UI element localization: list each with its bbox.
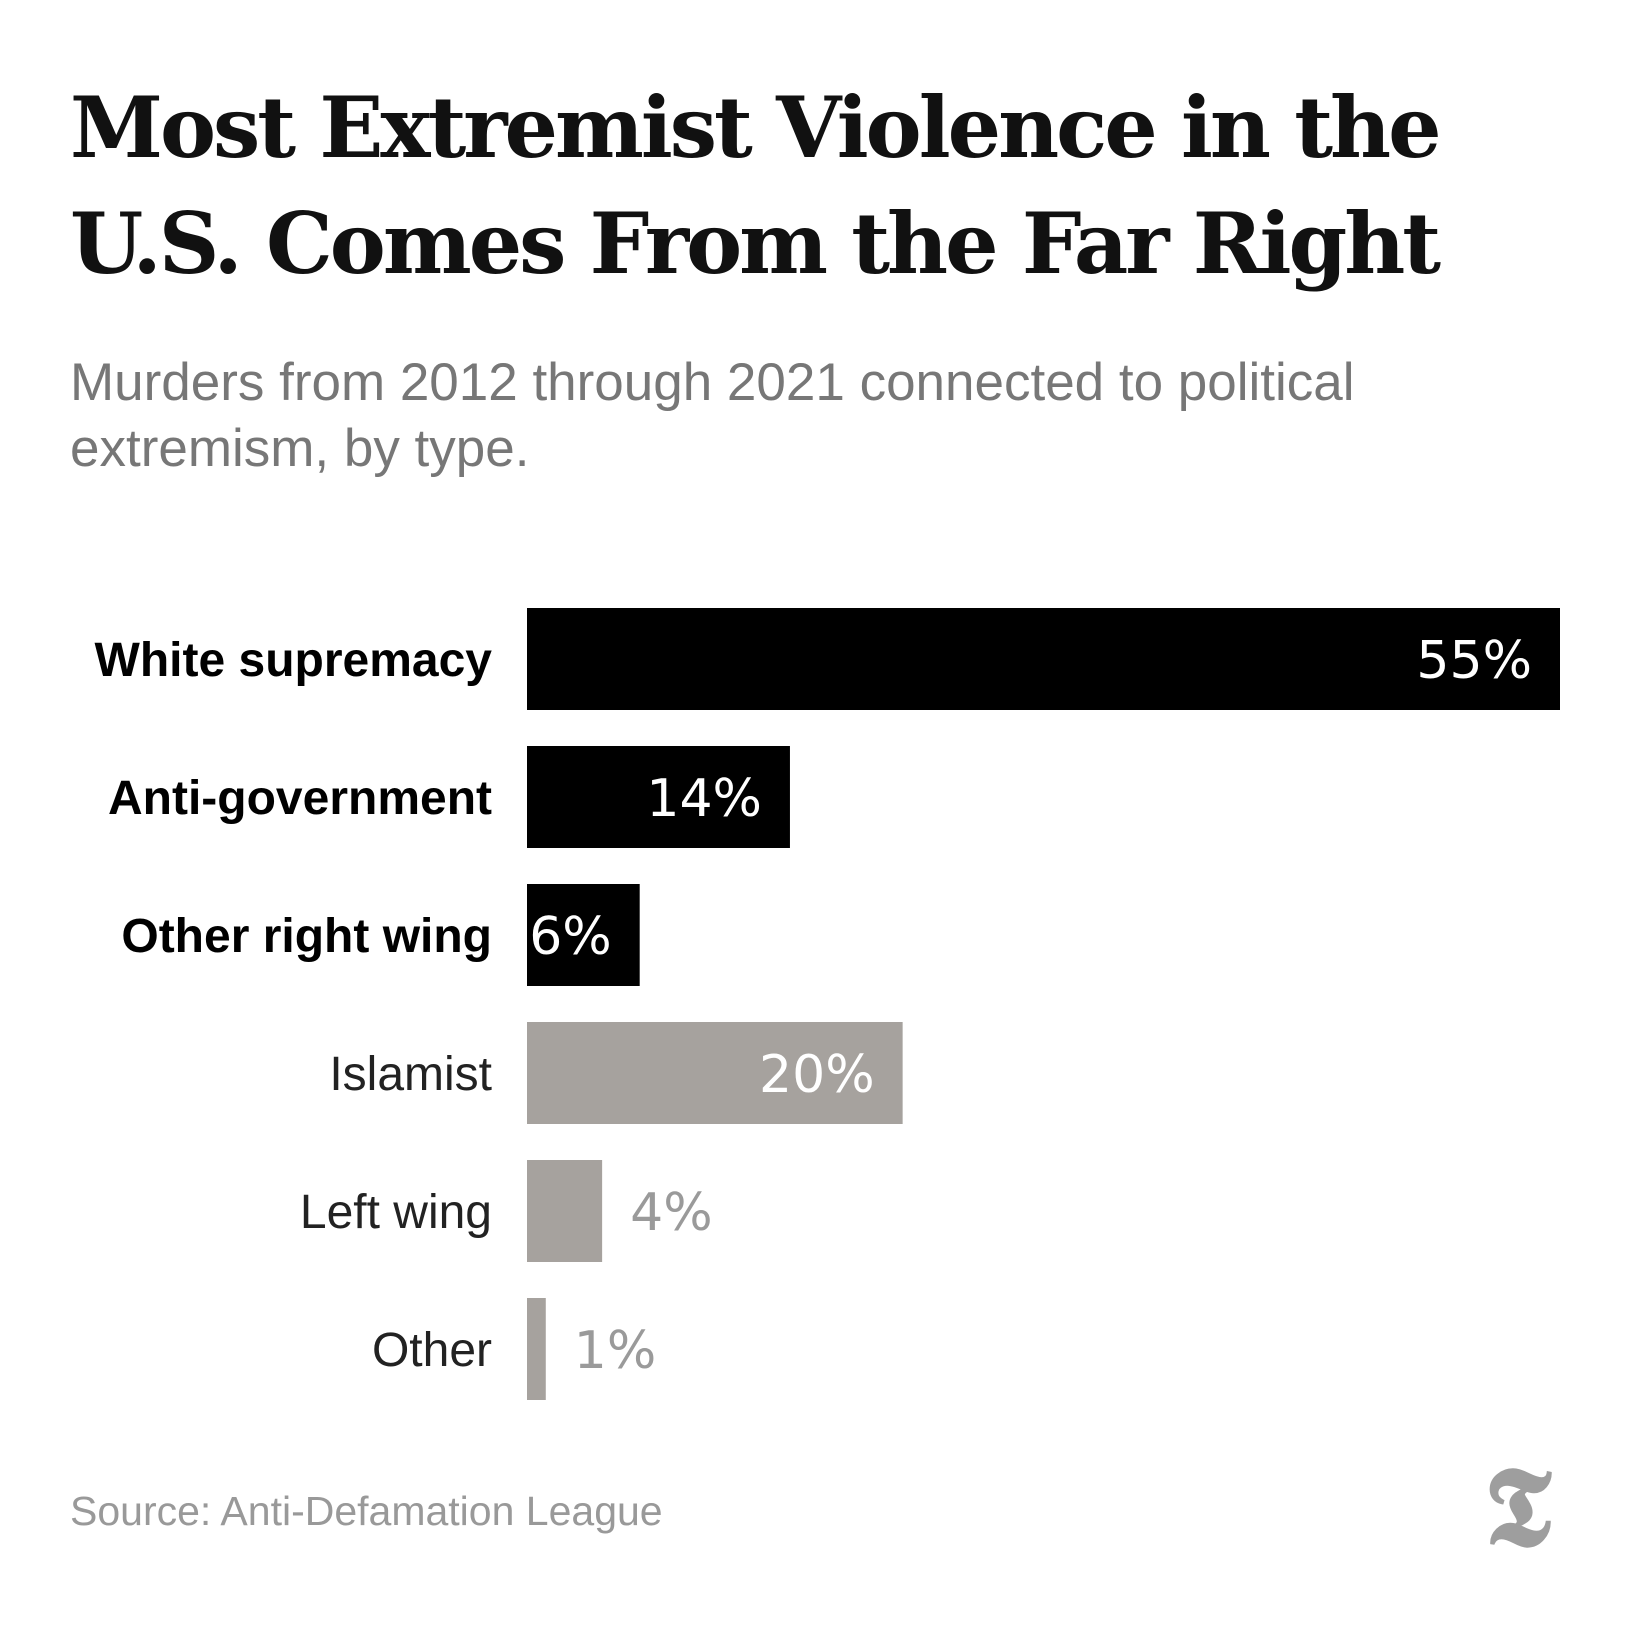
chart-subtitle: Murders from 2012 through 2021 connected…: [70, 353, 1355, 478]
source-note: Source: Anti-Defamation League: [70, 1488, 663, 1534]
category-label-islamist: Islamist: [329, 1048, 492, 1101]
bar-anti-government: [527, 746, 790, 848]
bar-white-supremacy: [527, 608, 1560, 710]
bar-other-right-wing: [527, 884, 640, 986]
value-label-other-right-wing: 6%: [529, 907, 612, 967]
category-label-anti-government: Anti-government: [108, 772, 492, 825]
bar-chart: White supremacy 55% Anti-government 14% Othe…: [95, 608, 1560, 1400]
value-label-white-supremacy: 55%: [1416, 631, 1532, 691]
chart-title: Most Extremist Violence in the U.S. Come…: [70, 78, 1442, 293]
nyt-t-logo-icon: 𝕿: [1484, 1442, 1552, 1571]
value-label-anti-government: 14%: [646, 769, 762, 829]
bar-islamist: [527, 1022, 903, 1124]
category-label-other-right-wing: Other right wing: [121, 910, 492, 963]
bar-left-wing: [527, 1160, 603, 1262]
value-label-left-wing: 4%: [630, 1183, 713, 1243]
category-label-white-supremacy: White supremacy: [95, 634, 493, 687]
category-label-other: Other: [372, 1324, 492, 1377]
bar-other: [527, 1298, 546, 1400]
value-label-other: 1%: [574, 1321, 657, 1381]
category-label-left-wing: Left wing: [300, 1186, 492, 1239]
value-label-islamist: 20%: [759, 1045, 875, 1105]
